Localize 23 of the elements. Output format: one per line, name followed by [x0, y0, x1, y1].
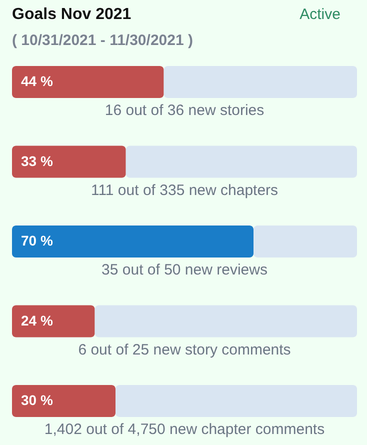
data-label: 44 % — [21, 73, 54, 89]
data-label: 70 % — [21, 232, 54, 248]
text: Active — [300, 6, 340, 23]
bar — [116, 385, 357, 417]
data-label: 33 % — [21, 152, 54, 169]
bar — [126, 146, 357, 178]
y-tick-label: 6 out of 25 new story comments — [78, 341, 291, 358]
bar — [94, 305, 357, 338]
y-tick-label: 16 out of 36 new stories — [104, 102, 264, 119]
bar — [164, 66, 357, 98]
y-tick-label: 35 out of 50 new reviews — [102, 262, 268, 278]
y-tick-label: 111 out of 335 new chapters — [90, 182, 278, 199]
bar — [12, 226, 254, 258]
bar — [12, 305, 95, 338]
bar — [12, 385, 116, 417]
bar — [254, 226, 357, 258]
bar — [12, 66, 164, 98]
chart-subtitle: ( 10/31/2021 - 11/30/2021 ) — [12, 32, 193, 49]
data-label: 30 % — [21, 392, 54, 408]
data-label: 24 % — [21, 312, 54, 328]
chart-title: Goals Nov 2021 — [12, 6, 132, 23]
bar — [12, 146, 126, 178]
y-tick-label: 1,402 out of 4,750 new chapter comments — [44, 421, 325, 438]
